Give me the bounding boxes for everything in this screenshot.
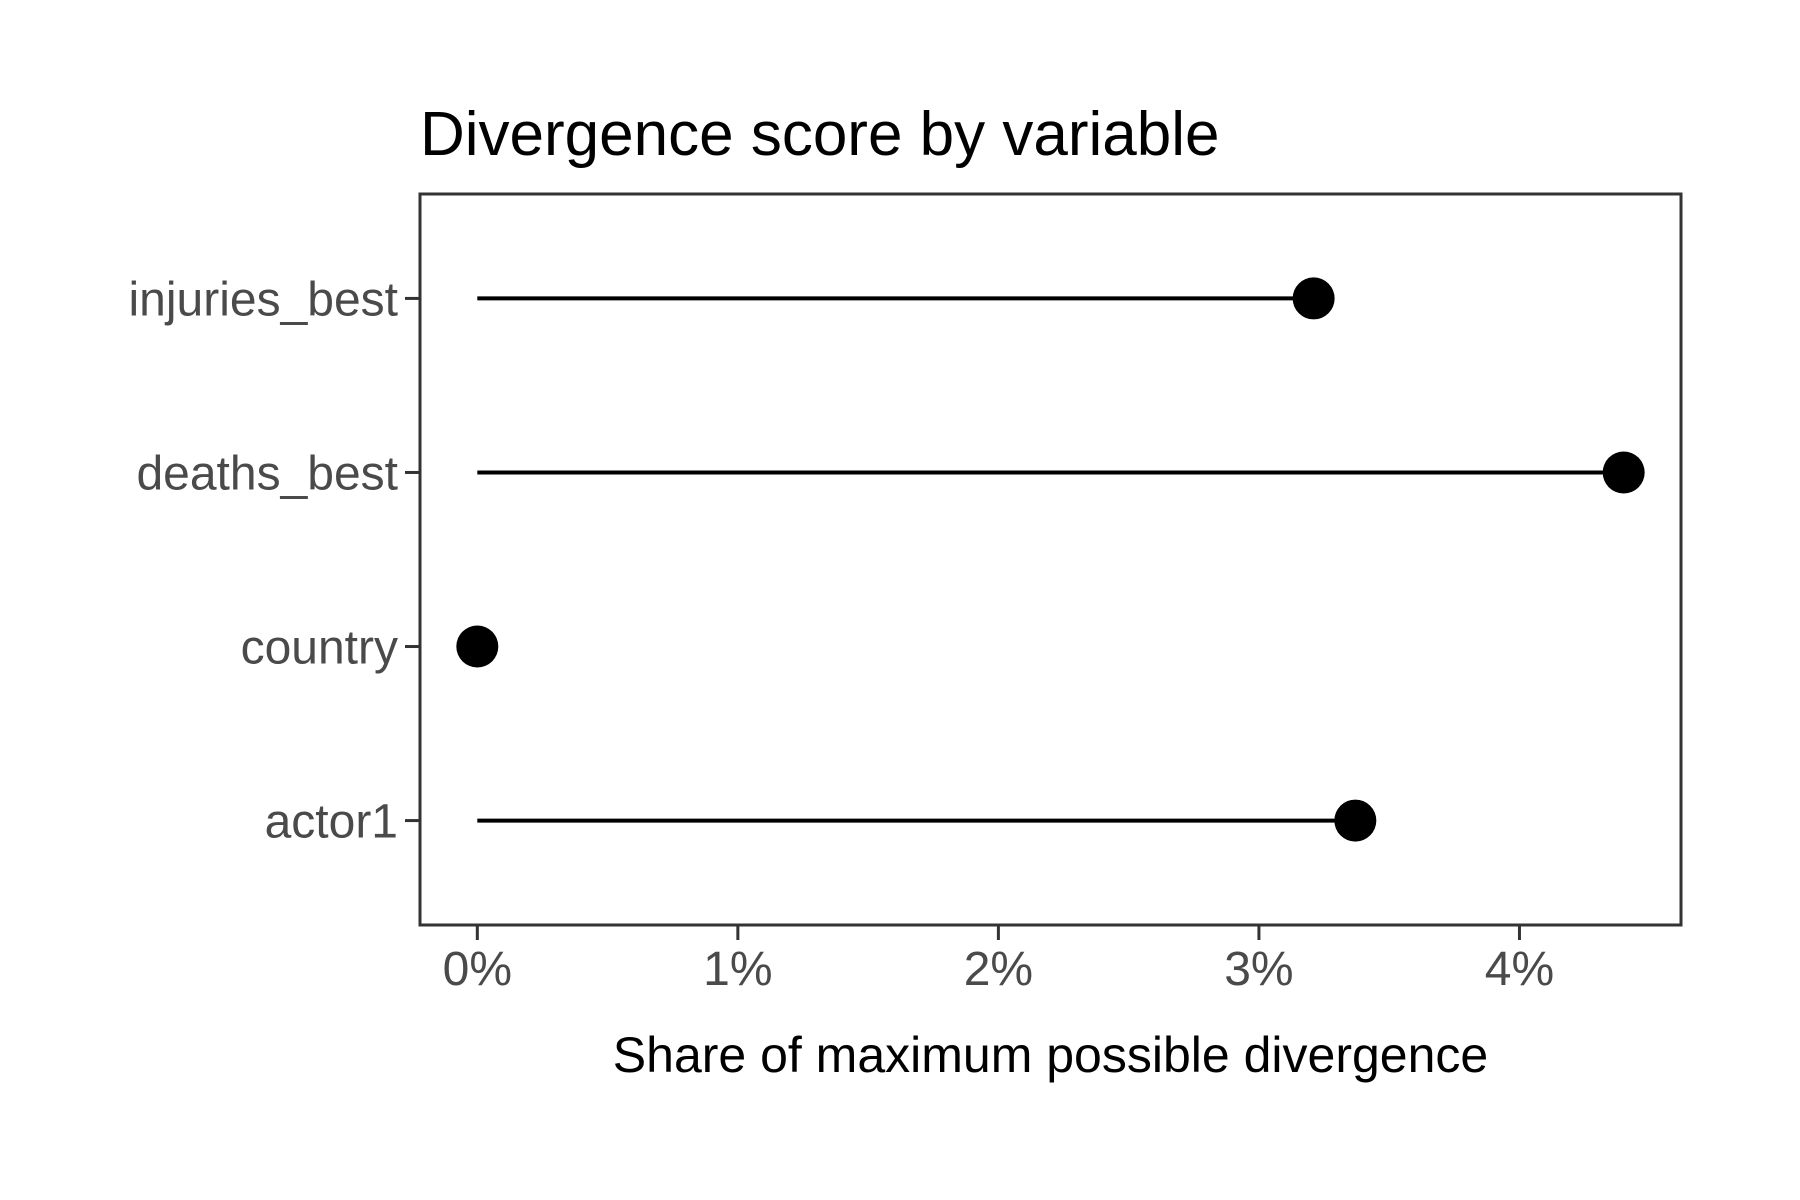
x-axis-title: Share of maximum possible divergence	[613, 1027, 1488, 1083]
x-tick-label: 3%	[1224, 943, 1293, 996]
lollipop-point	[1292, 277, 1335, 320]
y-axis-label: country	[241, 622, 398, 675]
lollipop-point	[1602, 451, 1645, 494]
y-axis-label: deaths_best	[136, 448, 398, 501]
lollipop-point	[456, 625, 499, 668]
chart-title: Divergence score by variable	[420, 100, 1220, 169]
y-axis-label: injuries_best	[129, 273, 398, 326]
x-tick-label: 1%	[703, 943, 772, 996]
x-tick-label: 4%	[1485, 943, 1554, 996]
panel-border	[418, 192, 1683, 927]
lollipop-point	[1334, 799, 1377, 842]
y-axis-label: actor1	[265, 796, 398, 849]
x-tick-label: 2%	[964, 943, 1033, 996]
x-tick-label: 0%	[443, 943, 512, 996]
